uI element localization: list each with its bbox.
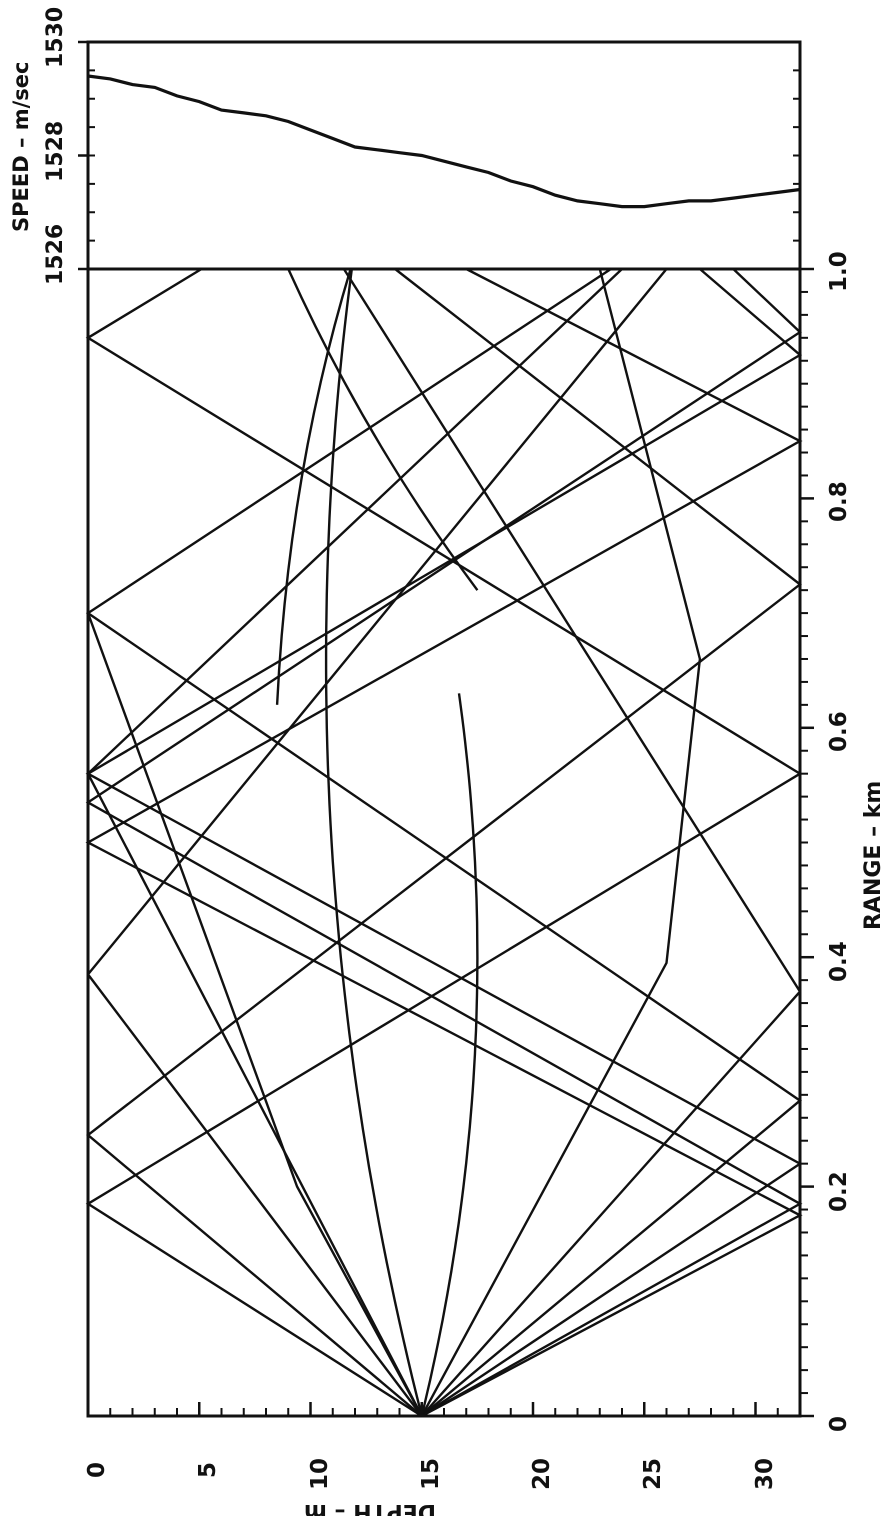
range-tick-0.4: 0.4 (826, 941, 852, 982)
range-tick-0.8: 0.8 (826, 481, 852, 522)
range-tick-1.0: 1.0 (826, 251, 852, 292)
range-tick-0.2: 0.2 (826, 1171, 852, 1212)
depth-axis-label: DEPTH – m (304, 1499, 436, 1516)
ray-2 (86, 612, 423, 1417)
speed-tick-1530: 1530 (43, 7, 68, 68)
ray-7 (420, 268, 702, 1417)
depth-tick-20: 20 (529, 1458, 555, 1490)
ray-10 (85, 268, 803, 1417)
ray-panel: 0 0.2 0.4 0.6 0.8 1.0 RANGE – km 0 5 10 … (84, 251, 886, 1516)
speed-axis-ticks (78, 40, 800, 271)
range-axis-ticks (800, 267, 814, 1418)
ray-6 (86, 268, 623, 1417)
depth-tick-0: 0 (84, 1462, 110, 1478)
ray-5 (86, 268, 668, 1417)
ray-4 (86, 268, 802, 1417)
depth-tick-5: 5 (195, 1462, 221, 1478)
depth-tick-15: 15 (418, 1458, 444, 1490)
speed-panel: SPEED – m/sec 1526 1528 1530 (9, 7, 802, 285)
depth-tick-10: 10 (307, 1458, 333, 1490)
depth-tick-30: 30 (752, 1458, 778, 1490)
speed-tick-1528: 1528 (43, 121, 68, 182)
range-tick-0.6: 0.6 (826, 711, 852, 752)
ray-curve-extension (275, 268, 352, 705)
speed-tick-1526: 1526 (43, 224, 68, 285)
ray-lines (85, 267, 803, 1418)
ray-curve-extension-2 (287, 268, 479, 591)
ray-0 (324, 268, 423, 1417)
ray-11 (85, 268, 803, 1418)
ray-12 (85, 267, 803, 1418)
ray-8 (342, 268, 802, 1417)
speed-profile-line (87, 74, 801, 209)
ray-9 (85, 267, 802, 1417)
depth-axis-ticks (86, 1402, 801, 1416)
speed-axis-label: SPEED – m/sec (9, 61, 33, 232)
speed-panel-frame (86, 40, 802, 271)
range-axis-label: RANGE – km (861, 781, 886, 930)
range-tick-0: 0 (826, 1416, 852, 1432)
ray-1 (420, 693, 479, 1417)
depth-tick-25: 25 (640, 1458, 666, 1490)
